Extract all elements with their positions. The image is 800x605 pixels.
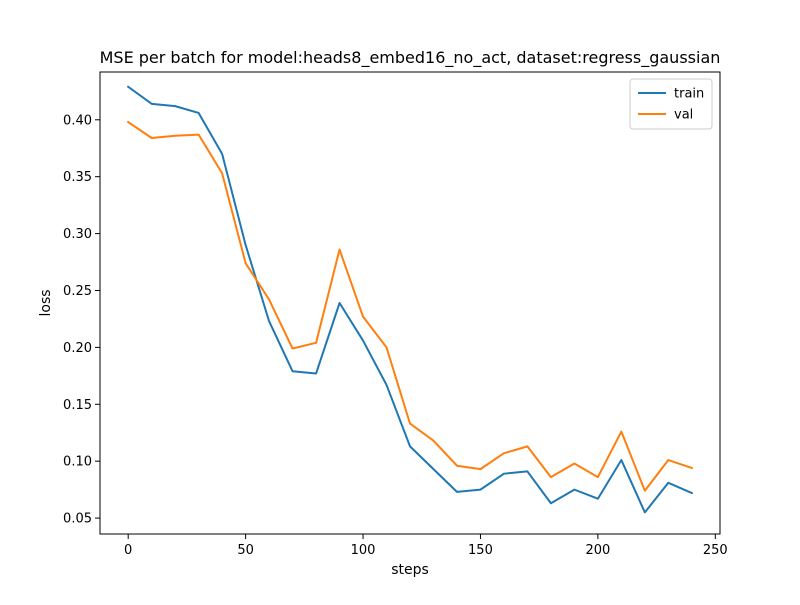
y-tick-label: 0.20 <box>63 341 92 356</box>
series-layer <box>126 85 694 514</box>
x-tick-label: 50 <box>237 543 254 558</box>
y-tick-label: 0.40 <box>63 113 92 128</box>
y-tick-label: 0.10 <box>63 455 92 470</box>
y-axis-ticks: 0.05 0.10 0.15 0.20 0.25 0.30 0.35 0.40 <box>63 113 100 527</box>
y-tick-label: 0.25 <box>63 284 92 299</box>
legend-label-train: train <box>674 87 704 102</box>
legend-label-val: val <box>674 108 693 123</box>
y-axis-label: loss <box>38 289 54 316</box>
x-tick-label: 0 <box>124 543 132 558</box>
series-line-val <box>126 120 694 492</box>
series-line-train <box>126 85 694 514</box>
y-tick-label: 0.05 <box>63 512 92 527</box>
x-tick-label: 100 <box>351 543 376 558</box>
plot-frame <box>99 71 721 535</box>
legend-box <box>629 78 713 130</box>
y-tick-label: 0.15 <box>63 398 92 413</box>
legend: train val <box>629 78 713 130</box>
x-tick-label: 200 <box>585 543 610 558</box>
x-tick-label: 250 <box>703 543 728 558</box>
x-tick-label: 150 <box>468 543 493 558</box>
y-tick-label: 0.35 <box>63 170 92 185</box>
chart-title: MSE per batch for model:heads8_embed16_n… <box>100 48 721 68</box>
y-tick-label: 0.30 <box>63 227 92 242</box>
x-axis-ticks: 0 50 100 150 200 250 <box>124 534 728 558</box>
x-axis-label: steps <box>391 562 429 578</box>
